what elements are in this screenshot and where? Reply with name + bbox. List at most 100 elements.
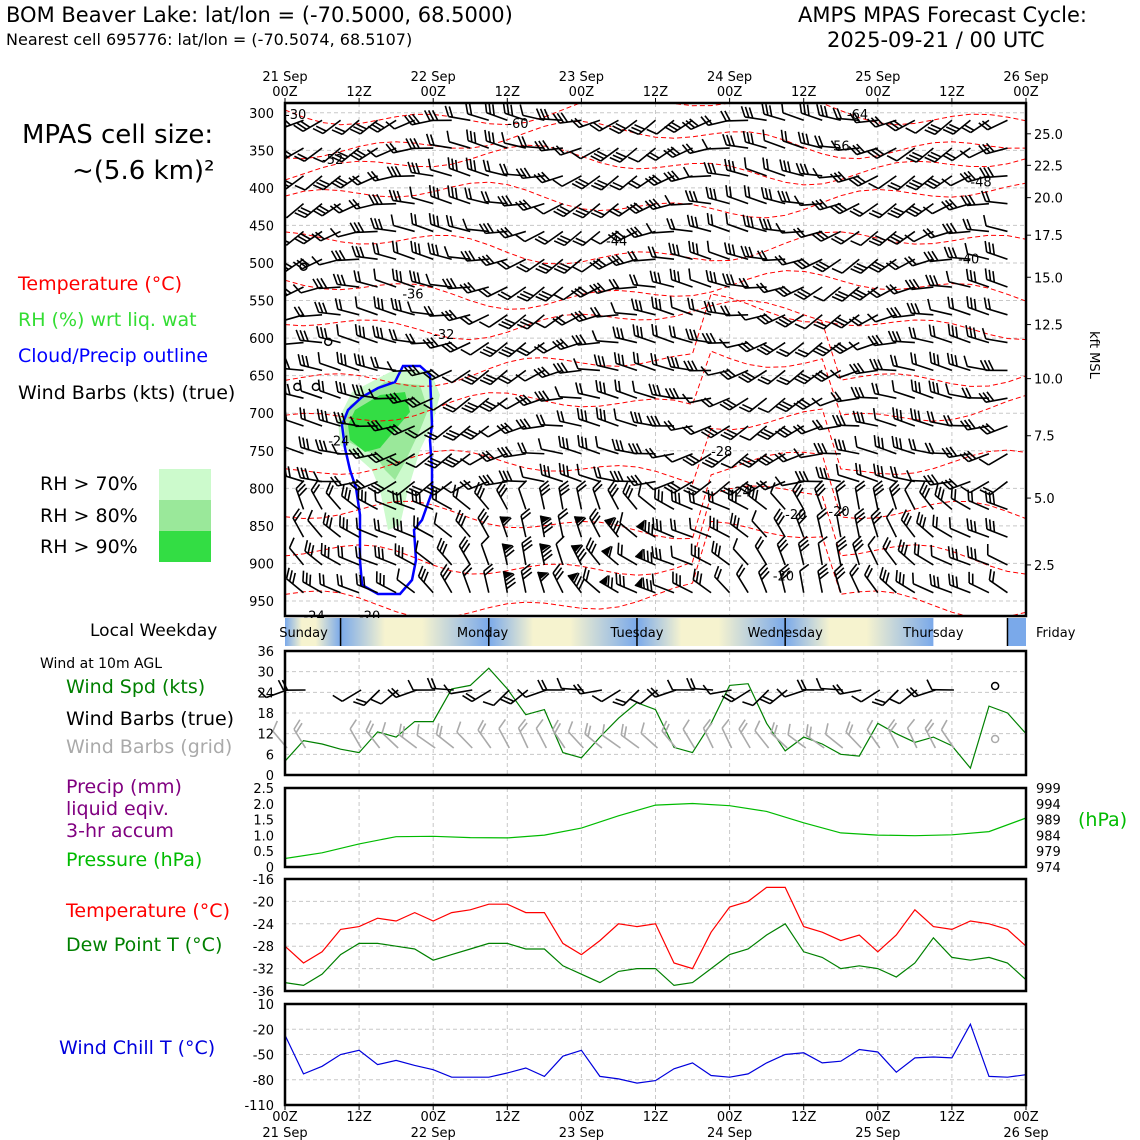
wind-barb bbox=[576, 407, 601, 427]
bottom-day-label: 21 Sep bbox=[262, 1126, 307, 1140]
wind-barb bbox=[501, 543, 515, 566]
wind-barb bbox=[444, 105, 471, 122]
surface-wind-barb bbox=[443, 684, 473, 695]
wind-barb bbox=[794, 369, 823, 385]
legend-dewpoint: Dew Point T (°C) bbox=[66, 934, 223, 956]
wind-barb bbox=[316, 326, 341, 344]
wind-barb bbox=[520, 563, 533, 593]
wind-barb bbox=[422, 368, 453, 381]
wind-barb bbox=[942, 147, 971, 162]
wind-barb bbox=[332, 273, 360, 288]
grid-wind-barb bbox=[787, 723, 807, 749]
wind-barb bbox=[473, 481, 490, 510]
wind-barb bbox=[423, 397, 453, 411]
wind-barb bbox=[313, 147, 342, 163]
wind-barb bbox=[773, 508, 786, 538]
wind-barb bbox=[780, 129, 804, 149]
wind-barb bbox=[405, 453, 434, 469]
wind-barb bbox=[392, 517, 415, 538]
wind-barb bbox=[720, 425, 749, 441]
wind-barb bbox=[817, 563, 829, 593]
wind-barb bbox=[929, 351, 953, 372]
wind-barb bbox=[978, 391, 1008, 404]
wind-barb bbox=[371, 242, 397, 260]
wind-barb bbox=[337, 545, 360, 566]
legend-wind-speed: Wind Spd (kts) bbox=[66, 676, 206, 698]
weekday-name: Thursday bbox=[902, 626, 964, 641]
wind-barb bbox=[570, 310, 601, 323]
wind-barb bbox=[719, 397, 749, 411]
dewpoint-line bbox=[284, 922, 1027, 987]
wind-barb bbox=[720, 453, 749, 469]
wind-barb bbox=[889, 354, 916, 372]
wind-barb bbox=[314, 301, 341, 316]
wind-barb bbox=[812, 258, 842, 273]
pressure-tick-label: 700 bbox=[249, 407, 274, 422]
wind-barb bbox=[769, 482, 786, 510]
wind-barb bbox=[478, 314, 508, 328]
wind-barb bbox=[533, 171, 564, 184]
wind-barb bbox=[855, 462, 879, 483]
grid-wind-barb bbox=[620, 723, 640, 749]
wind-barb bbox=[567, 572, 585, 594]
temperature-contour bbox=[285, 144, 1026, 186]
wind-barb bbox=[705, 186, 730, 205]
surface-wind-barb bbox=[556, 677, 584, 691]
temperature-contour bbox=[285, 451, 1026, 540]
wind-barb bbox=[609, 147, 638, 163]
wind-barb bbox=[852, 410, 878, 427]
wind-barb bbox=[681, 118, 712, 131]
wind-barb bbox=[478, 286, 508, 298]
wind-barb bbox=[533, 202, 564, 215]
wind-barb bbox=[331, 443, 360, 455]
wind-barb bbox=[459, 281, 489, 294]
wind-barb bbox=[553, 230, 582, 247]
wind-barb bbox=[978, 142, 1008, 155]
grid-wind-barb bbox=[584, 722, 603, 749]
surface-wind-barb bbox=[686, 677, 714, 691]
wind-barb bbox=[294, 175, 323, 191]
wind-barb bbox=[948, 573, 971, 594]
wind-barb bbox=[729, 512, 749, 538]
wind-barb bbox=[325, 482, 342, 510]
wind-barb bbox=[427, 242, 452, 261]
wind-barb bbox=[757, 563, 770, 594]
wind-barb bbox=[634, 548, 656, 566]
wind-barb bbox=[872, 480, 885, 510]
wind-barb bbox=[645, 147, 675, 161]
wind-barb bbox=[612, 326, 638, 344]
wind-barb bbox=[292, 257, 323, 270]
grid-wind-barb bbox=[640, 722, 659, 749]
value-tick-label: 0 bbox=[266, 769, 274, 784]
wind-barb bbox=[632, 324, 656, 344]
wind-barb bbox=[830, 230, 860, 245]
wind-barb bbox=[516, 286, 545, 302]
wind-barb bbox=[833, 438, 860, 455]
legend-temp2: Temperature (°C) bbox=[66, 900, 230, 922]
pressure-tick-label: 900 bbox=[249, 557, 274, 572]
bottom-hour-label: 12Z bbox=[346, 1110, 372, 1125]
value-tick-label: 36 bbox=[257, 645, 274, 660]
wind-barb bbox=[558, 435, 582, 455]
wind-barb bbox=[873, 435, 897, 455]
wind-barb bbox=[700, 425, 731, 439]
wind-barb bbox=[849, 286, 879, 301]
wind-barb bbox=[833, 563, 846, 593]
wind-barb bbox=[336, 351, 360, 372]
wind-barb bbox=[515, 230, 545, 243]
surface-wind-barb bbox=[426, 677, 454, 691]
wind-barb bbox=[794, 470, 823, 483]
wind-barb bbox=[966, 296, 990, 316]
wind-barb bbox=[355, 573, 378, 594]
value-tick-label: -16 bbox=[253, 873, 274, 888]
wind-barb bbox=[795, 162, 823, 177]
wind-barb bbox=[923, 175, 953, 190]
wind-barb bbox=[663, 420, 693, 432]
wind-barb bbox=[410, 240, 434, 260]
grid-wind-barb bbox=[738, 719, 751, 749]
wind-barb bbox=[830, 391, 860, 403]
wind-barb bbox=[608, 202, 638, 217]
wind-barb bbox=[516, 314, 545, 330]
wind-barb bbox=[668, 242, 693, 261]
wind-barb bbox=[334, 298, 360, 316]
